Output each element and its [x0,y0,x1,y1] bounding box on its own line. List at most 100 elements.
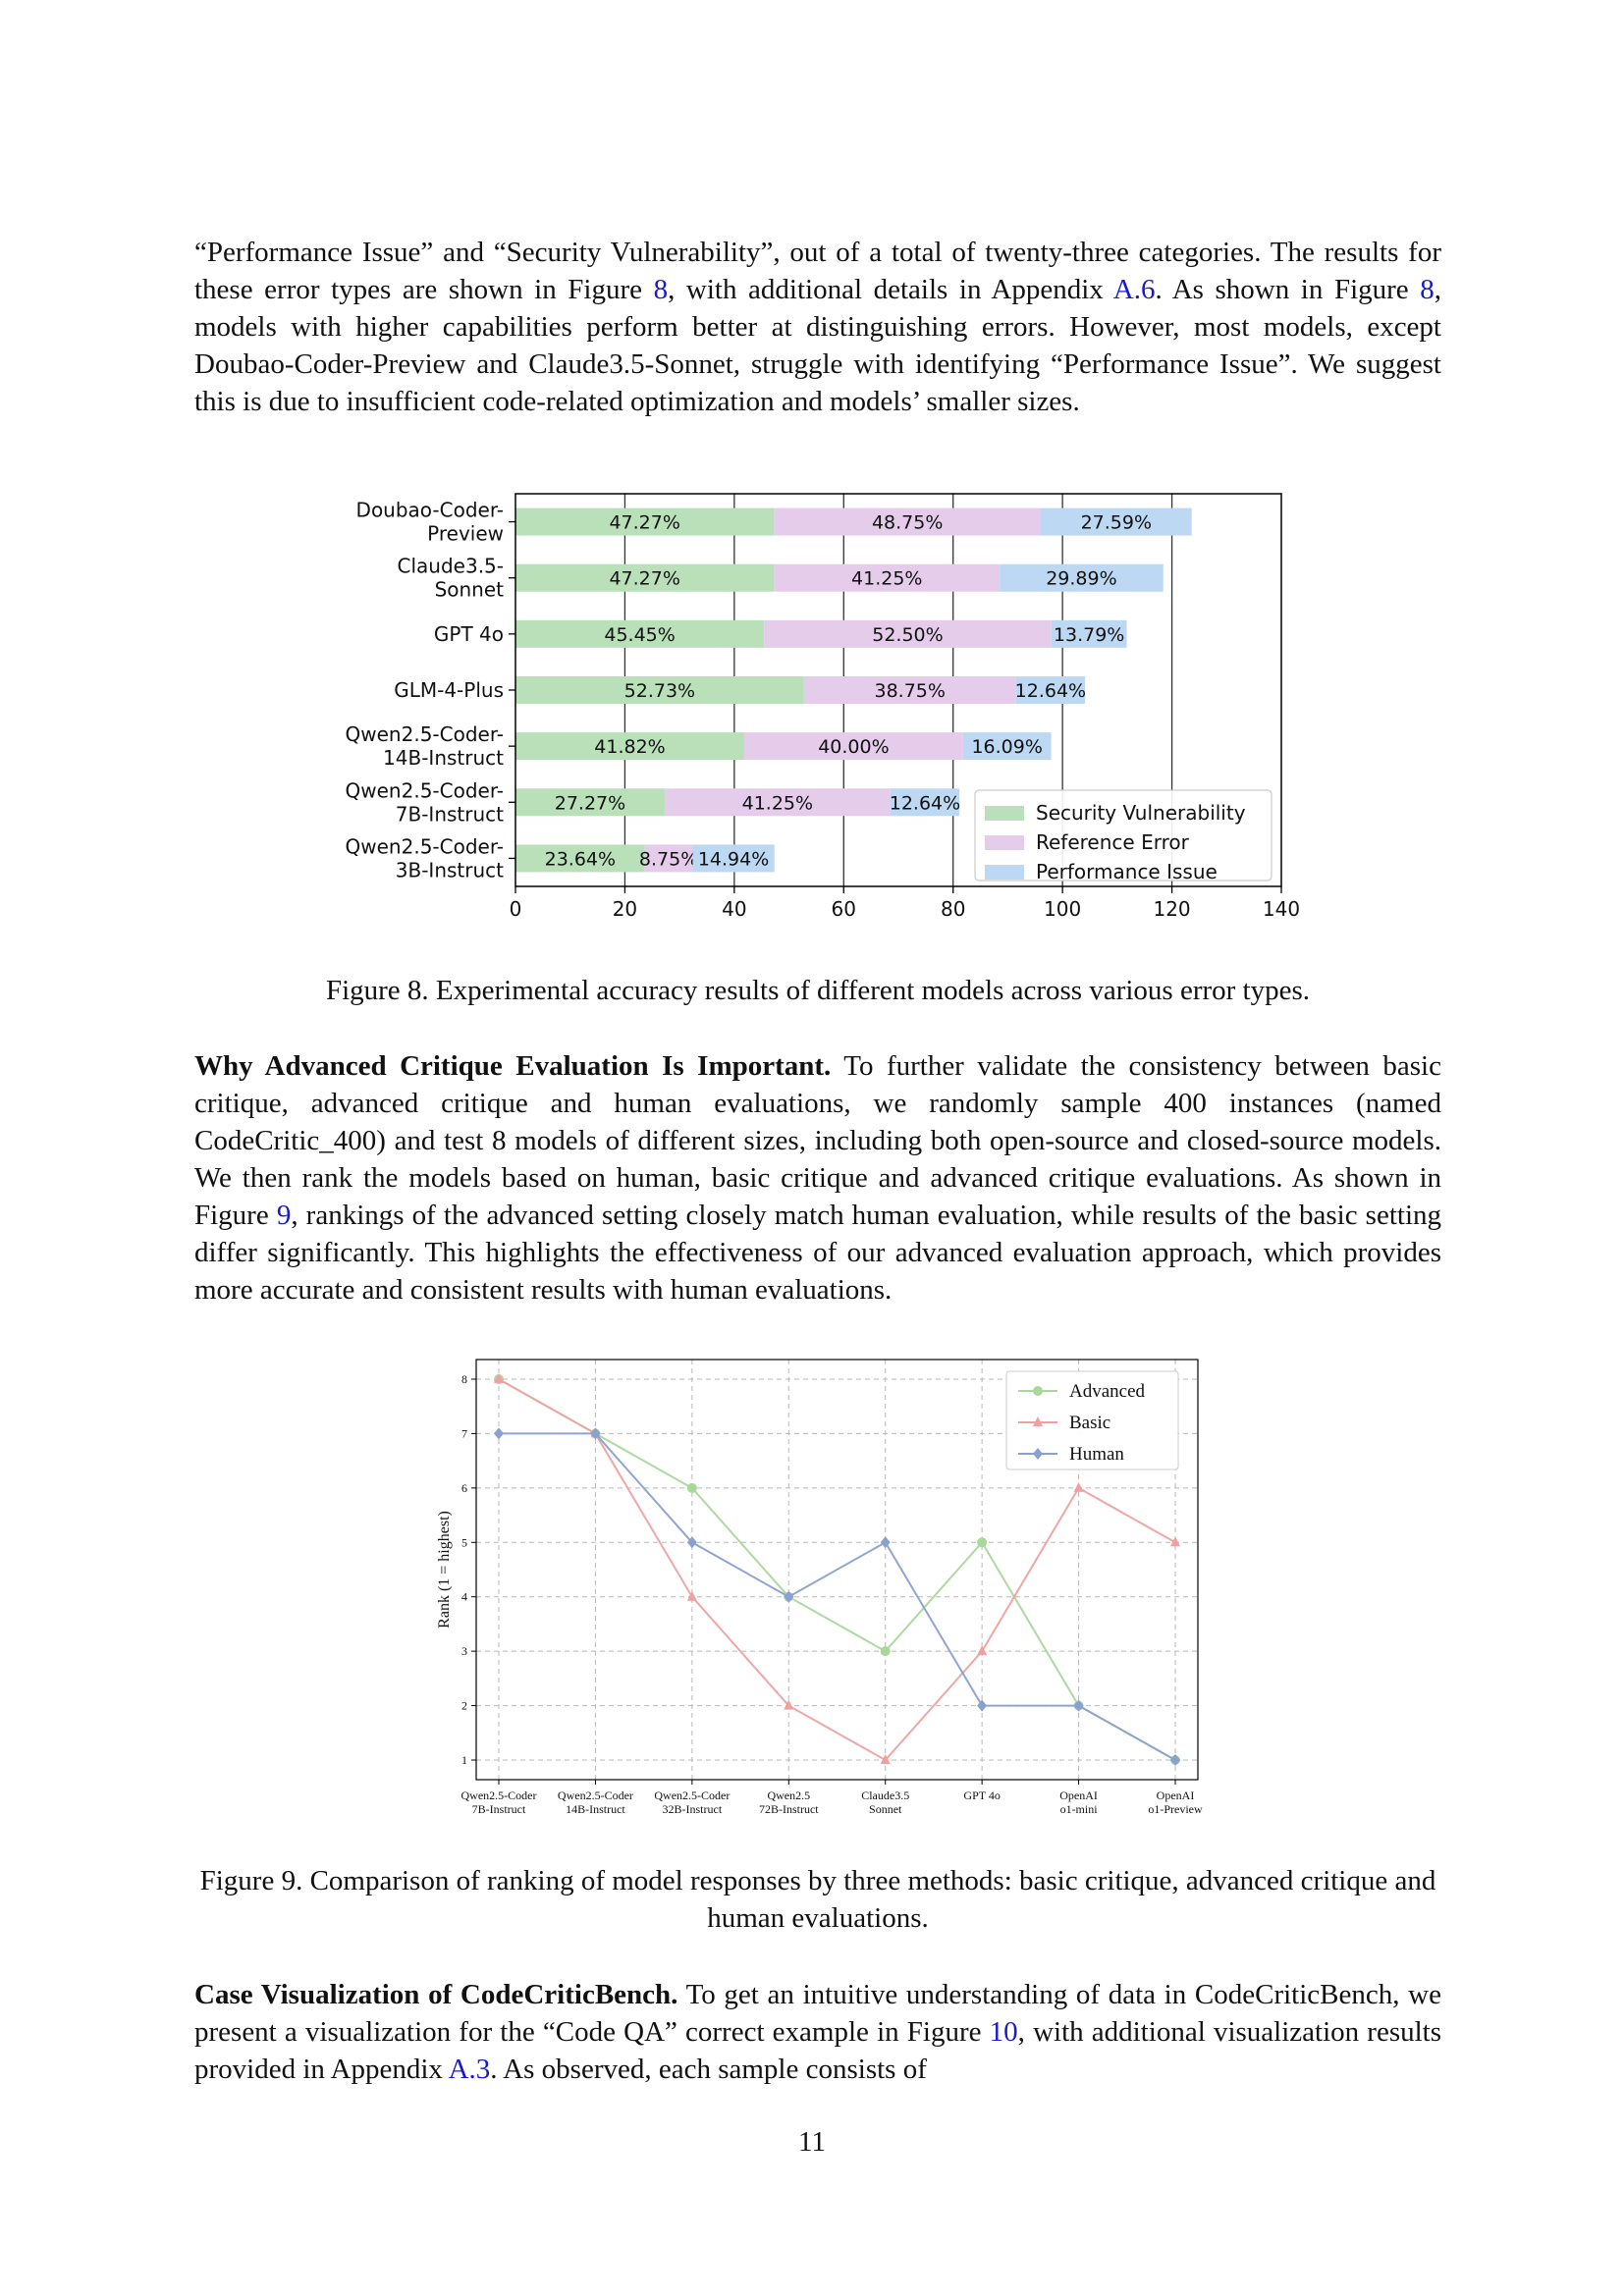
data-label: 48.75% [872,512,943,534]
data-point-diamond [977,1699,988,1712]
x-tick-label: Claude3.5 [861,1789,909,1802]
data-point-triangle [880,1754,891,1764]
x-tick-label: Qwen2.5-Coder [654,1789,730,1802]
x-tick-label: 7B-Instruct [472,1802,526,1816]
text-run: , rankings of the advanced setting close… [194,1200,1441,1306]
figure-ref-link[interactable]: 9 [276,1200,292,1231]
text-run: , models with higher capabilities perfor… [194,274,1441,417]
paragraph-error-types: “Performance Issue” and “Security Vulner… [194,234,1441,420]
bar-segment [515,563,775,592]
x-tick-label: o1-Preview [1148,1802,1203,1816]
bar-segment [644,844,693,873]
data-point-diamond [686,1536,697,1549]
data-label: 8.75% [639,848,698,870]
category-label: Qwen2.5-Coder- [346,834,504,858]
x-tick-label: o1-mini [1060,1802,1099,1816]
legend-swatch [985,835,1024,850]
legend-label: Advanced [1069,1381,1146,1402]
figure-8-bar-chart: 47.27% 48.75% 27.59% Doubao-Coder-Preview 47… [346,493,1300,921]
data-point-triangle [784,1699,794,1710]
data-label: 38.75% [875,680,946,702]
bar-segment [743,732,963,761]
data-label: 45.45% [604,624,675,646]
appendix-ref-link[interactable]: A.6 [1112,274,1156,305]
data-point-diamond [1170,1754,1180,1766]
bar-segment [515,732,744,761]
data-point-circle [686,1482,697,1493]
legend-swatch [985,806,1024,821]
category-label: GLM-4-Plus [394,678,504,702]
x-tick-label: Qwen2.5-Coder [461,1789,537,1802]
series-line-basic [498,1378,1176,1762]
legend-label: Performance Issue [1036,860,1218,883]
text-run: . As shown in Figure [1155,274,1421,305]
data-point-triangle [1170,1536,1180,1547]
data-point-circle [977,1537,988,1548]
y-tick-label: 3 [461,1644,467,1658]
x-tick-label: Qwen2.5-Coder [558,1789,633,1802]
y-tick-label: 1 [461,1753,467,1767]
bar-segment [515,676,804,704]
y-tick-label: 4 [461,1590,467,1604]
figure-ref-link[interactable]: 8 [653,274,669,305]
x-tick-label: Qwen2.5 [767,1789,810,1802]
legend-box [1005,1370,1179,1470]
x-tick-label: OpenAI [1157,1789,1195,1802]
y-axis-label: Rank (1 = highest) [436,1511,453,1629]
bar-segment [515,507,775,536]
paragraph-advanced-critique: Why Advanced Critique Evaluation Is Impo… [194,1047,1441,1308]
category-label: Claude3.5- [398,555,504,578]
data-point-triangle [494,1373,504,1383]
data-label: 29.89% [1046,568,1116,590]
y-tick-label: 2 [461,1699,467,1713]
bar-segment [1000,563,1164,592]
bar-segment [515,788,665,817]
x-tick-label: 120 [1153,897,1190,921]
appendix-ref-link[interactable]: A.3 [448,2054,491,2085]
legend-label: Security Vulnerability [1036,801,1246,825]
figure-ref-link[interactable]: 8 [1420,274,1435,305]
x-tick-label: 80 [941,897,965,921]
x-tick-label: GPT 4o [963,1789,1000,1802]
plot-frame [514,493,1282,887]
category-label: Qwen2.5-Coder- [346,778,504,802]
data-point-diamond [784,1590,794,1603]
x-tick-label: 140 [1263,897,1300,921]
figure-ref-link[interactable]: 10 [989,2016,1018,2048]
y-tick-label: 6 [461,1481,467,1495]
text-run: To further validate the consistency betw… [194,1050,1441,1231]
data-label: 12.64% [890,792,960,814]
data-point-triangle [686,1590,697,1601]
data-label: 27.27% [555,792,625,814]
data-label: 41.82% [594,736,665,758]
bar-segment [764,619,1052,648]
bar-segment [1040,507,1192,536]
data-point-triangle [1073,1481,1084,1492]
x-tick-label: 72B-Instruct [759,1802,819,1816]
series-line-human [499,1432,1176,1761]
data-point-diamond [494,1427,504,1440]
bar-segment [664,788,891,817]
bar-segment [1051,619,1127,648]
data-label: 52.73% [624,680,695,702]
bar-segment [774,507,1041,536]
legend-label: Human [1069,1444,1124,1465]
data-point-circle [1033,1386,1043,1396]
category-label: GPT 4o [434,622,504,646]
text-run: “Performance Issue” and “Security Vulner… [194,237,1441,305]
paragraph-heading: Why Advanced Critique Evaluation Is Impo… [194,1050,832,1082]
data-point-circle [880,1646,891,1657]
bar-segment [774,563,1001,592]
bar-segment [515,619,765,648]
figure-9-caption: Figure 9. Comparison of ranking of model… [199,1865,1436,1934]
data-label: 41.25% [851,568,922,590]
bar-segment [1015,676,1086,704]
plot-frame [475,1359,1199,1781]
x-tick-label: 14B-Instruct [566,1802,625,1816]
paragraph-case-visualization: Case Visualization of CodeCriticBench. T… [194,1976,1441,2088]
data-label: 12.64% [1015,680,1086,702]
figure-9-line-chart: 12345678Qwen2.5-Coder7B-InstructQwen2.5-… [436,1359,1203,1816]
paragraph-heading: Case Visualization of CodeCriticBench. [194,1979,678,2010]
figure-8-caption: Figure 8. Experimental accuracy results … [325,975,1311,1006]
